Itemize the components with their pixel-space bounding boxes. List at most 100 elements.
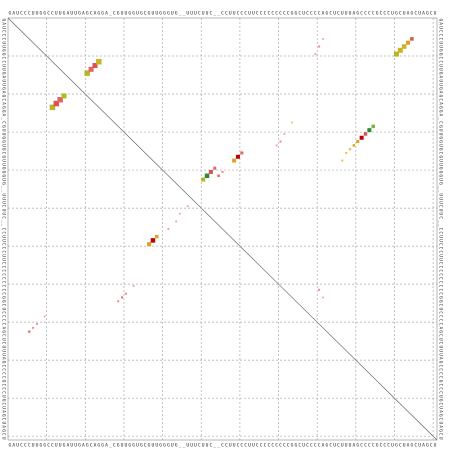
sequence-bottom: A xyxy=(82,443,85,449)
sequence-top: U xyxy=(186,11,189,17)
sequence-left: C xyxy=(1,273,7,276)
sequence-right: C xyxy=(438,247,444,250)
sequence-left: C xyxy=(1,152,7,155)
sequence-top: G xyxy=(175,11,178,17)
sequence-bottom: G xyxy=(39,443,42,449)
sequence-left: G xyxy=(1,148,7,151)
sequence-bottom: G xyxy=(63,443,66,449)
sequence-right: G xyxy=(438,95,444,98)
sequence-bottom: _ xyxy=(179,444,182,449)
sequence-left: C xyxy=(1,433,7,436)
sequence-left: U xyxy=(1,212,7,215)
sequence-bottom: G xyxy=(43,443,46,449)
sequence-top: C xyxy=(279,11,282,17)
sequence-top: G xyxy=(291,11,294,17)
sequence-right: U xyxy=(438,178,444,181)
sequence-top: C xyxy=(51,11,54,17)
sequence-left: C xyxy=(1,323,7,326)
sequence-top: C xyxy=(47,11,50,17)
sequence-left: G xyxy=(1,53,7,56)
sequence-top: C xyxy=(399,11,402,17)
sequence-bottom: U xyxy=(121,443,124,449)
sequence-left: C xyxy=(1,372,7,375)
sequence-bottom: C xyxy=(221,443,224,449)
sequence-right: U xyxy=(438,437,444,440)
sequence-right: C xyxy=(438,266,444,269)
sequence-left: G xyxy=(1,19,7,22)
sequence-bottom: C xyxy=(47,443,50,449)
sequence-left: G xyxy=(1,399,7,402)
sequence-left: C xyxy=(1,364,7,367)
sequence-bottom: U xyxy=(70,443,73,449)
sequence-top: C xyxy=(337,11,340,17)
sequence-right: C xyxy=(438,262,444,265)
sequence-bottom: C xyxy=(113,443,116,449)
sequence-top: C xyxy=(240,11,243,17)
sequence-left: G xyxy=(1,174,7,177)
sequence-top: U xyxy=(171,11,174,17)
pair-dot xyxy=(179,212,181,215)
sequence-left: G xyxy=(1,95,7,98)
sequence-right: C xyxy=(438,402,444,405)
sequence-right: C xyxy=(438,288,444,291)
sequence-left: C xyxy=(1,30,7,33)
sequence-left: U xyxy=(1,345,7,348)
sequence-left: C xyxy=(1,402,7,405)
sequence-bottom: C xyxy=(28,443,31,449)
sequence-bottom: A xyxy=(422,443,425,449)
sequence-left: G xyxy=(1,414,7,417)
sequence-bottom: U xyxy=(59,443,62,449)
sequence-bottom: U xyxy=(252,443,255,449)
pair-dot xyxy=(318,45,321,48)
sequence-right: U xyxy=(438,45,444,48)
sequence-right: U xyxy=(438,26,444,29)
sequence-top: U xyxy=(252,11,255,17)
sequence-left: C xyxy=(1,315,7,318)
sequence-left: C xyxy=(1,247,7,250)
pair-dot xyxy=(201,177,206,182)
sequence-right: G xyxy=(438,171,444,174)
sequence-right: U xyxy=(438,239,444,242)
sequence-bottom: U xyxy=(74,443,77,449)
pair-dot xyxy=(117,300,120,303)
sequence-top: U xyxy=(152,11,155,17)
sequence-right: C xyxy=(438,38,444,41)
sequence-left: C xyxy=(1,376,7,379)
sequence-top: _ xyxy=(213,12,216,17)
sequence-left: U xyxy=(1,353,7,356)
sequence-bottom: G xyxy=(376,443,379,449)
sequence-top: A xyxy=(67,11,70,17)
sequence-right: C xyxy=(438,387,444,390)
sequence-left: C xyxy=(1,269,7,272)
sequence-left: G xyxy=(1,140,7,143)
sequence-right: G xyxy=(438,429,444,432)
sequence-left: A xyxy=(1,22,7,25)
pair-dot xyxy=(279,140,282,143)
sequence-right: C xyxy=(438,57,444,60)
sequence-top: U xyxy=(190,11,193,17)
pair-dot xyxy=(410,37,414,41)
sequence-left: A xyxy=(1,102,7,105)
sequence-top: G xyxy=(97,11,100,17)
sequence-right: G xyxy=(438,182,444,185)
pair-dot xyxy=(397,47,403,53)
sequence-right: U xyxy=(438,197,444,200)
sequence-right: G xyxy=(438,174,444,177)
sequence-bottom: U xyxy=(345,443,348,449)
pair-dot xyxy=(217,174,220,178)
pair-dot xyxy=(356,140,360,144)
sequence-top: G xyxy=(9,11,12,17)
pair-dot xyxy=(363,132,368,136)
pair-dot xyxy=(213,166,217,170)
sequence-left: C xyxy=(1,281,7,284)
pair-dot xyxy=(240,151,244,155)
sequence-top: _ xyxy=(217,12,220,17)
sequence-right: G xyxy=(438,53,444,56)
sequence-top: G xyxy=(167,11,170,17)
sequence-bottom: A xyxy=(322,443,325,449)
sequence-left: A xyxy=(1,326,7,329)
sequence-left: C xyxy=(1,228,7,231)
sequence-top: C xyxy=(210,11,213,17)
sequence-left: U xyxy=(1,209,7,212)
sequence-left: U xyxy=(1,163,7,166)
